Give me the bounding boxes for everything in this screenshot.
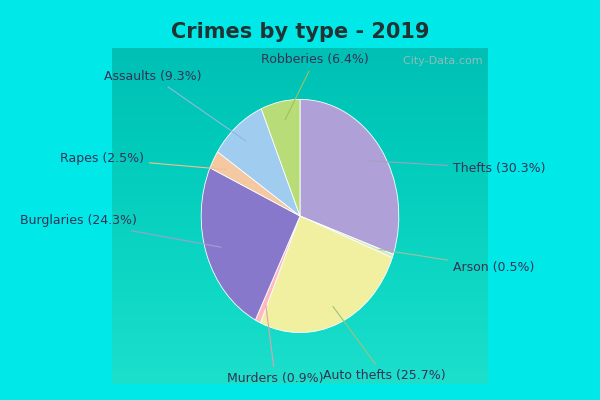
Text: Crimes by type - 2019: Crimes by type - 2019 (171, 22, 429, 42)
Wedge shape (218, 109, 300, 216)
Wedge shape (201, 168, 300, 320)
Text: Robberies (6.4%): Robberies (6.4%) (261, 53, 368, 120)
Text: Murders (0.9%): Murders (0.9%) (227, 305, 323, 385)
Wedge shape (261, 99, 300, 216)
Text: Thefts (30.3%): Thefts (30.3%) (369, 161, 545, 175)
Text: Auto thefts (25.7%): Auto thefts (25.7%) (323, 306, 445, 382)
Wedge shape (300, 216, 394, 258)
Wedge shape (210, 152, 300, 216)
Text: Burglaries (24.3%): Burglaries (24.3%) (20, 214, 221, 247)
Text: City-Data.com: City-Data.com (396, 56, 483, 66)
Text: Assaults (9.3%): Assaults (9.3%) (104, 70, 246, 141)
Text: Arson (0.5%): Arson (0.5%) (379, 249, 535, 274)
Wedge shape (256, 216, 300, 323)
Wedge shape (300, 99, 399, 254)
Wedge shape (260, 216, 392, 333)
Text: Rapes (2.5%): Rapes (2.5%) (60, 152, 226, 170)
